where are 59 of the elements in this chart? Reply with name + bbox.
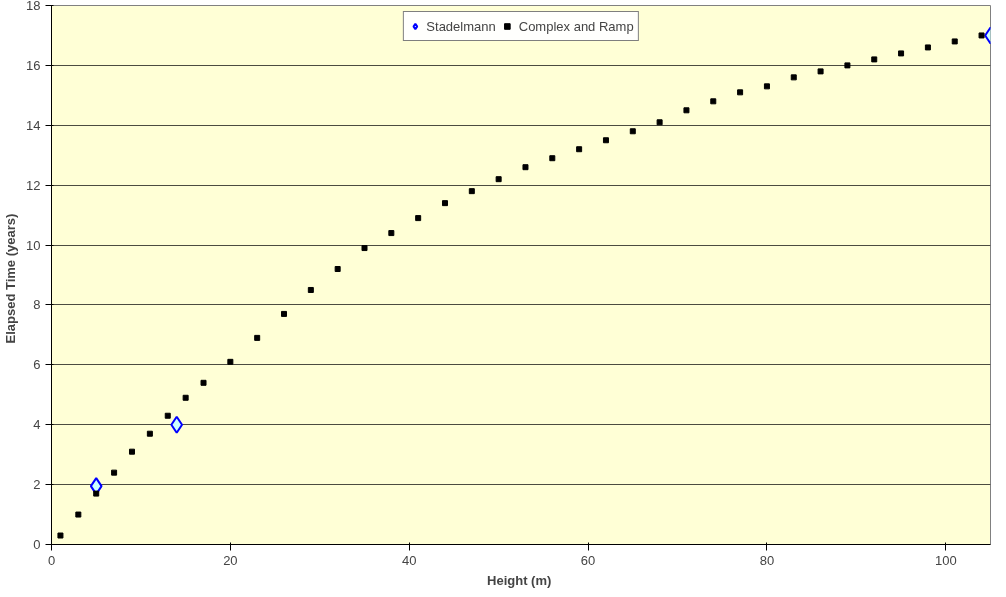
point (164, 412, 171, 419)
y-tick-label: 16 (26, 57, 41, 73)
y-tick-label: 14 (26, 117, 41, 133)
point (57, 532, 64, 539)
y-tick-label: 8 (33, 297, 41, 313)
point (817, 68, 824, 75)
point (254, 334, 261, 341)
x-tick-label: 0 (47, 552, 56, 568)
point (281, 310, 288, 317)
point (951, 38, 958, 45)
point (656, 119, 663, 126)
point (182, 394, 189, 401)
y-tick-label: 2 (33, 477, 41, 493)
point (361, 245, 368, 252)
point (871, 56, 878, 63)
y-tick-label: 18 (26, 0, 41, 13)
point (93, 490, 100, 497)
point (146, 430, 153, 437)
point (170, 415, 184, 434)
legend-label: Stadelmann (426, 18, 496, 34)
point (415, 215, 422, 222)
point (549, 155, 556, 162)
point (522, 164, 529, 171)
legend-label: Complex and Ramp (518, 18, 634, 34)
point (602, 137, 609, 144)
point (495, 176, 502, 183)
point (710, 98, 717, 105)
y-tick-label: 0 (33, 537, 41, 552)
x-axis-title: Height (m) (487, 572, 552, 588)
point (75, 511, 82, 518)
point (576, 146, 583, 153)
point (898, 50, 905, 57)
point (790, 74, 797, 81)
point (763, 83, 770, 90)
point (737, 89, 744, 96)
point (334, 266, 341, 273)
y-tick-label: 10 (26, 237, 41, 253)
point (227, 358, 234, 365)
x-tick-label: 20 (223, 552, 238, 568)
point (307, 286, 314, 293)
point (683, 107, 690, 114)
point (441, 200, 448, 207)
point (844, 62, 851, 69)
y-axis-title: Elapsed Time (years) (3, 213, 19, 344)
point (200, 379, 207, 386)
point (924, 44, 931, 51)
point (111, 469, 118, 476)
point (468, 188, 475, 195)
y-tick-label: 12 (26, 177, 41, 193)
point (978, 32, 985, 39)
point (388, 230, 395, 237)
point (629, 128, 636, 135)
x-tick-label: 80 (759, 552, 775, 568)
x-tick-label: 100 (934, 552, 957, 568)
x-tick-label: 40 (401, 552, 417, 568)
y-tick-label: 6 (33, 357, 41, 373)
x-tick-label: 60 (580, 552, 596, 568)
point (128, 448, 135, 455)
y-tick-label: 4 (33, 417, 41, 433)
